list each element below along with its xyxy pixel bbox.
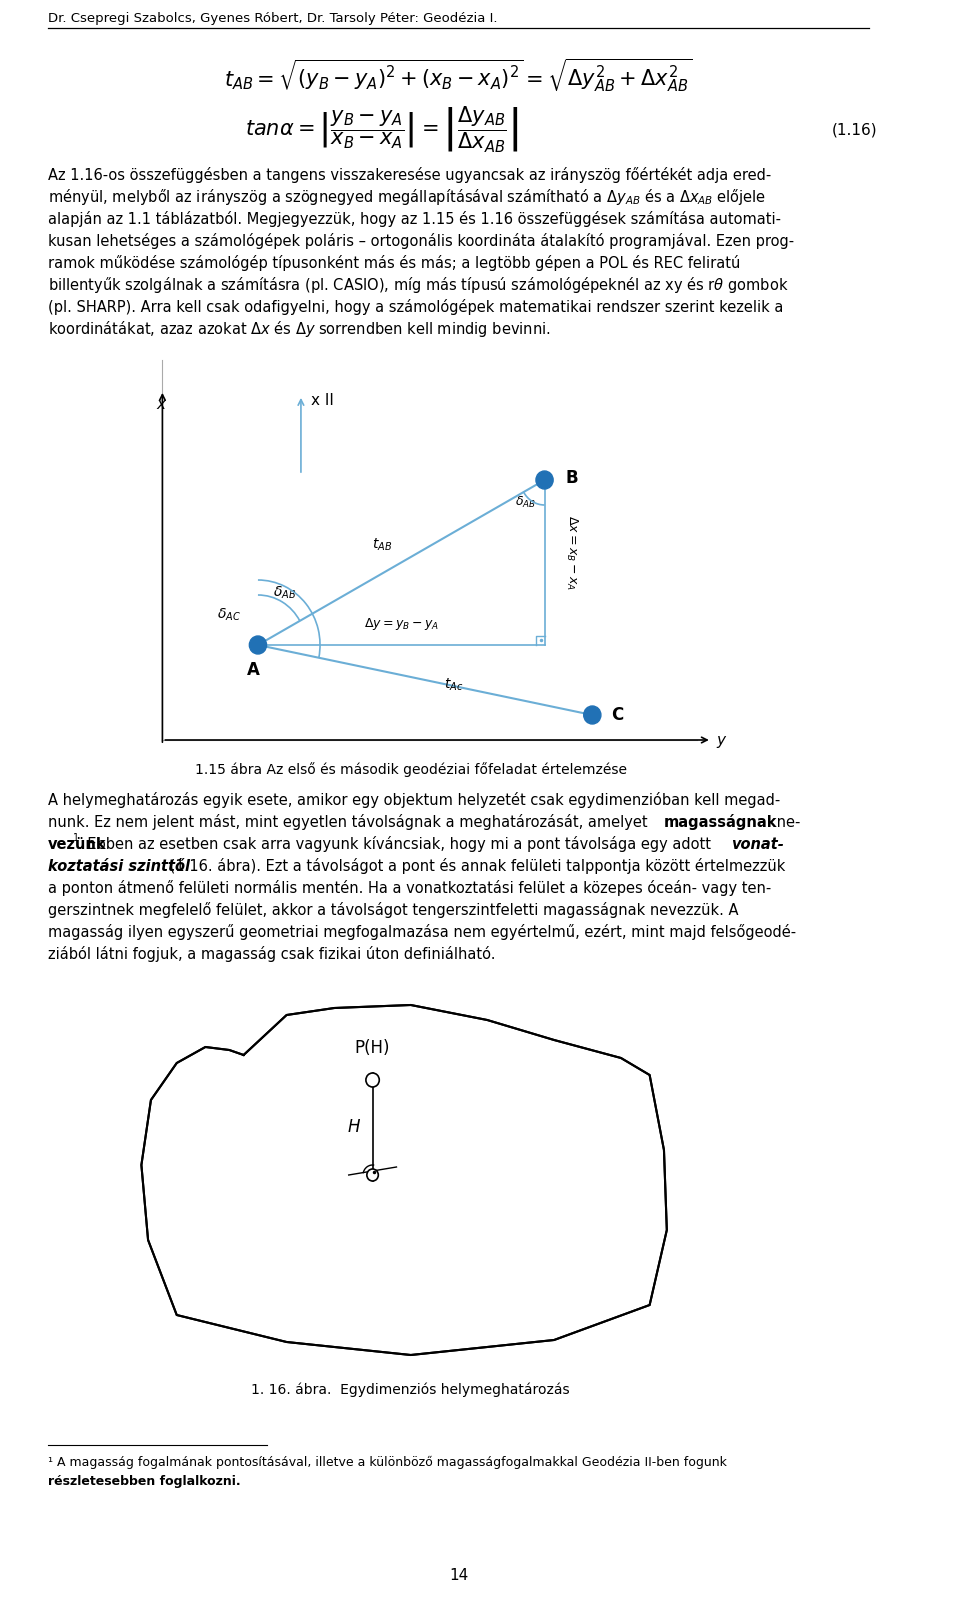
Text: gerszintnek megfelelő felület, akkor a távolságot tengerszintfeletti magasságnak: gerszintnek megfelelő felület, akkor a t… bbox=[48, 903, 738, 919]
Circle shape bbox=[250, 636, 267, 653]
Text: ne-: ne- bbox=[772, 814, 801, 830]
Text: y: y bbox=[717, 732, 726, 748]
Text: H: H bbox=[348, 1118, 360, 1136]
Text: billentyűk szolgálnak a számításra (pl. CASIO), míg más típusú számológépeknél a: billentyűk szolgálnak a számításra (pl. … bbox=[48, 275, 788, 294]
Text: x: x bbox=[156, 396, 165, 412]
Text: vezünk: vezünk bbox=[48, 837, 107, 851]
Text: 1: 1 bbox=[73, 833, 79, 843]
Text: $\delta_{AB}$: $\delta_{AB}$ bbox=[515, 494, 536, 510]
Text: $t_{AB}$: $t_{AB}$ bbox=[372, 536, 393, 553]
Text: vonat-: vonat- bbox=[731, 837, 783, 851]
Text: C: C bbox=[612, 706, 624, 724]
Text: B: B bbox=[565, 468, 578, 488]
Text: 1. 16. ábra.  Egydimenziós helymeghatározás: 1. 16. ábra. Egydimenziós helymeghatároz… bbox=[252, 1382, 570, 1397]
Text: x II: x II bbox=[310, 393, 333, 407]
Circle shape bbox=[536, 471, 553, 489]
Text: részletesebben foglalkozni.: részletesebben foglalkozni. bbox=[48, 1475, 240, 1488]
Polygon shape bbox=[141, 1006, 667, 1355]
Text: P(H): P(H) bbox=[355, 1039, 391, 1057]
Text: magasságnak: magasságnak bbox=[664, 814, 778, 830]
Text: nunk. Ez nem jelent mást, mint egyetlen távolságnak a meghatározását, amelyet: nunk. Ez nem jelent mást, mint egyetlen … bbox=[48, 814, 652, 830]
Text: $\delta_{AC}$: $\delta_{AC}$ bbox=[217, 607, 241, 623]
Text: $t_{AB} = \sqrt{(y_B - y_A)^2 + (x_B - x_A)^2} = \sqrt{\Delta y_{AB}^2 + \Delta : $t_{AB} = \sqrt{(y_B - y_A)^2 + (x_B - x… bbox=[225, 56, 693, 93]
Text: $\Delta y=y_B-y_A$: $\Delta y=y_B-y_A$ bbox=[364, 616, 439, 632]
Text: . Ebben az esetben csak arra vagyunk kíváncsiak, hogy mi a pont távolsága egy ad: . Ebben az esetben csak arra vagyunk kív… bbox=[79, 837, 716, 853]
Text: kusan lehetséges a számológépek poláris – ortogonális koordináta átalakító progr: kusan lehetséges a számológépek poláris … bbox=[48, 233, 794, 249]
Text: koztatási szinttől: koztatási szinttől bbox=[48, 859, 190, 874]
Text: ramok működése számológép típusonként más és más; a legtöbb gépen a POL és REC f: ramok működése számológép típusonként má… bbox=[48, 254, 740, 270]
Text: ¹ A magasság fogalmának pontosításával, illetve a különböző magasságfogalmakkal : ¹ A magasság fogalmának pontosításával, … bbox=[48, 1456, 727, 1469]
Text: alapján az 1.1 táblázatból. Megjegyezzük, hogy az 1.15 és 1.16 összefüggések szá: alapján az 1.1 táblázatból. Megjegyezzük… bbox=[48, 211, 780, 227]
Text: (1.16. ábra). Ezt a távolságot a pont és annak felületi talppontja között értelm: (1.16. ábra). Ezt a távolságot a pont és… bbox=[165, 858, 785, 874]
Text: 14: 14 bbox=[449, 1567, 468, 1583]
Text: $\delta_{AB}$: $\delta_{AB}$ bbox=[273, 584, 297, 602]
Text: Az 1.16-os összefüggésben a tangens visszakeresése ugyancsak az irányszög főérté: Az 1.16-os összefüggésben a tangens viss… bbox=[48, 167, 771, 183]
Text: 1.15 ábra Az első és második geodéziai főfeladat értelemzése: 1.15 ábra Az első és második geodéziai f… bbox=[195, 763, 627, 777]
Text: $t_{Ac}$: $t_{Ac}$ bbox=[444, 677, 464, 693]
Text: magasság ilyen egyszerű geometriai megfogalmazása nem egyértelmű, ezért, mint ma: magasság ilyen egyszerű geometriai megfo… bbox=[48, 924, 796, 940]
Text: $\Delta x=x_B-x_A$: $\Delta x=x_B-x_A$ bbox=[564, 515, 579, 591]
Text: (pl. SHARP). Arra kell csak odafigyelni, hogy a számológépek matematikai rendsze: (pl. SHARP). Arra kell csak odafigyelni,… bbox=[48, 299, 783, 315]
Text: ziából látni fogjuk, a magasság csak fizikai úton definiálható.: ziából látni fogjuk, a magasság csak fiz… bbox=[48, 946, 495, 962]
Text: Dr. Csepregi Szabolcs, Gyenes Róbert, Dr. Tarsoly Péter: Geodézia I.: Dr. Csepregi Szabolcs, Gyenes Róbert, Dr… bbox=[48, 11, 497, 24]
Circle shape bbox=[366, 1073, 379, 1088]
Circle shape bbox=[367, 1170, 378, 1181]
Text: ményül, melyből az irányszög a szögnegyed megállapításával számítható a $\Delta : ményül, melyből az irányszög a szögnegye… bbox=[48, 187, 766, 208]
Circle shape bbox=[584, 706, 601, 724]
Text: (1.16): (1.16) bbox=[832, 122, 877, 137]
Text: koordinátákat, azaz azokat $\Delta x$ és $\Delta y$ sorrendben kell mindig bevin: koordinátákat, azaz azokat $\Delta x$ és… bbox=[48, 319, 550, 339]
Text: a ponton átmenő felületi normális mentén. Ha a vonatkoztatási felület a közepes : a ponton átmenő felületi normális mentén… bbox=[48, 880, 771, 896]
Text: $tan\alpha = \left|\dfrac{y_B-y_A}{x_B-x_A}\right| = \left|\dfrac{\Delta y_{AB}}: $tan\alpha = \left|\dfrac{y_B-y_A}{x_B-x… bbox=[246, 105, 518, 154]
Text: A helymeghatározás egyik esete, amikor egy objektum helyzetét csak egydimenzióba: A helymeghatározás egyik esete, amikor e… bbox=[48, 792, 780, 808]
Text: A: A bbox=[247, 661, 259, 679]
